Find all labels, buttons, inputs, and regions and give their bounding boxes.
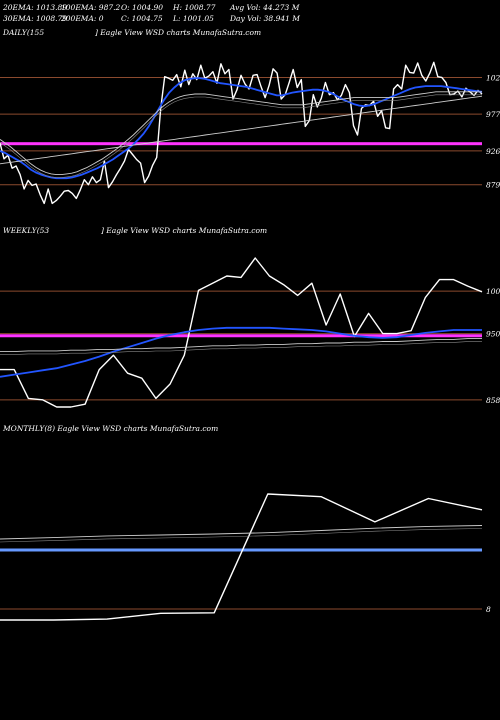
avg-vol-value: Avg Vol: 44.273 M [230, 3, 300, 12]
support-line [0, 334, 482, 338]
y-tick-label: 858 [486, 396, 500, 405]
daily-watermark: ] Eagle View WSD charts MunafaSutra.com [95, 28, 262, 37]
ema200-value: 200EMA: 0 [61, 14, 104, 23]
ema20-value: 20EMA: 1013.89 [3, 3, 68, 12]
low-value: L: 1001.05 [173, 14, 214, 23]
open-value: O: 1004.90 [121, 3, 164, 12]
y-tick-label: 926 [486, 147, 500, 156]
y-tick-label: 8 [486, 605, 491, 614]
daily-label: DAILY(155 [3, 28, 45, 37]
close-value: C: 1004.75 [121, 14, 163, 23]
panel-daily: 1028 977 926 879 [0, 61, 500, 205]
series-ema_fast [0, 326, 482, 378]
y-tick-label: 1028 [486, 73, 500, 82]
weekly-watermark: ] Eagle View WSD charts MunafaSutra.com [101, 226, 268, 235]
ema30-value: 30EMA: 1008.79 [3, 14, 68, 23]
weekly-panel-label: WEEKLY(53 ] Eagle View WSD charts Munafa… [3, 226, 267, 235]
series-ema_slow [0, 338, 482, 353]
series-ema [0, 525, 483, 540]
weekly-label: WEEKLY(53 [3, 226, 50, 235]
ema100-value: 100EMA: 987.2 [61, 3, 121, 12]
series-ema_long [0, 95, 483, 165]
series-ema_fast [0, 77, 483, 180]
series-price [0, 61, 483, 205]
y-tick-label: 977 [486, 110, 500, 119]
monthly-label: MONTHLY(8) Eagle View WSD charts MunafaS… [3, 424, 219, 433]
daily-panel-label: DAILY(155 ] Eagle View WSD charts Munafa… [3, 28, 261, 37]
series-ema_slow [0, 91, 482, 176]
y-tick-label: 950 [486, 330, 500, 339]
panel-monthly: 8 [0, 493, 491, 621]
day-vol-value: Day Vol: 38.941 M [230, 14, 300, 23]
series-ema_slow-shadow [0, 341, 482, 355]
series-ema_slow-shadow [0, 94, 482, 178]
support-line [0, 142, 482, 146]
monthly-panel-label: MONTHLY(8) Eagle View WSD charts MunafaS… [3, 424, 218, 433]
series-price [0, 257, 483, 408]
support-line [0, 548, 482, 552]
series-price [0, 493, 483, 621]
y-tick-label: 879 [486, 181, 500, 190]
high-value: H: 1008.77 [173, 3, 216, 12]
series-ema-shadow [0, 528, 483, 543]
